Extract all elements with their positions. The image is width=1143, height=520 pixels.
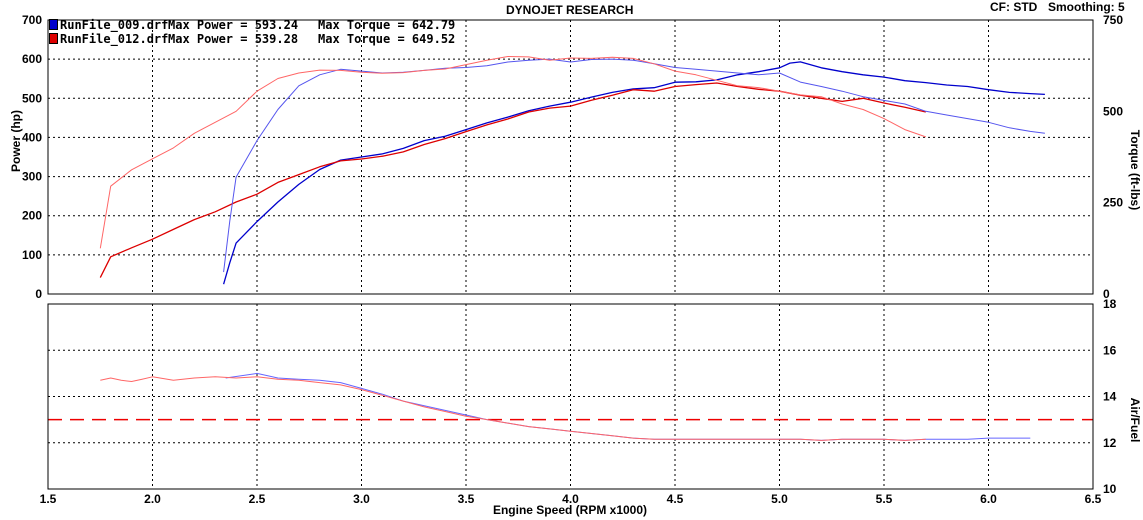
power-curve (222, 61, 1045, 285)
air-fuel-tick-label: 14 (1103, 390, 1117, 404)
air-fuel-curve (100, 376, 926, 441)
legend-run-012-power: Max Power = 539.28 (168, 32, 299, 46)
x-tick-label: 4.0 (562, 492, 579, 506)
torque-tick-label: 500 (1103, 104, 1123, 118)
x-tick-label: 3.5 (458, 492, 475, 506)
x-tick-label: 2.0 (144, 492, 161, 506)
power-tick-label: 0 (35, 287, 42, 301)
power-torque-plot-frame (47, 19, 1094, 295)
air-fuel-grid (48, 304, 1093, 489)
power-tick-label: 100 (22, 248, 42, 262)
x-tick-label: 6.5 (1085, 492, 1102, 506)
legend-swatch-run-009 (49, 19, 58, 30)
power-tick-label: 600 (22, 52, 42, 66)
power-axis-label: Power (hp) (9, 110, 23, 172)
x-tick-label: 3.0 (353, 492, 370, 506)
legend-run-012-torque: Max Torque = 649.52 (318, 32, 456, 46)
legend-run-012-name: RunFile_012.drf (60, 32, 169, 46)
legend-run-009-name: RunFile_009.drf (60, 18, 169, 32)
power-tick-label: 500 (22, 91, 42, 105)
x-tick-label: 5.0 (771, 492, 788, 506)
torque-tick-label: 250 (1103, 196, 1123, 210)
air-fuel-tick-label: 12 (1103, 436, 1117, 450)
chart-title: DYNOJET RESEARCH (506, 3, 634, 17)
x-tick-label: 6.0 (980, 492, 997, 506)
air-fuel-plot-frame (47, 303, 1094, 490)
legend-run-009-power: Max Power = 593.24 (168, 18, 299, 32)
legend-run-009-torque: Max Torque = 642.79 (318, 18, 456, 32)
power-tick-label: 400 (22, 130, 42, 144)
x-tick-label: 4.5 (667, 492, 684, 506)
air-fuel-tick-label: 16 (1103, 343, 1117, 357)
air-fuel-tick-label: 18 (1103, 297, 1117, 311)
legend-swatch-run-012 (49, 33, 58, 44)
power-curve (99, 82, 926, 278)
power-torque-grid (48, 20, 1093, 294)
air-fuel-tick-label: 10 (1103, 482, 1117, 496)
engine-speed-axis-label: Engine Speed (RPM x1000) (493, 503, 647, 517)
torque-axis-label: Torque (ft-lbs) (1128, 130, 1142, 210)
smoothing-label: Smoothing: 5 (1048, 0, 1125, 14)
x-tick-label: 2.5 (249, 492, 266, 506)
torque-curve (223, 58, 1045, 273)
torque-curve (99, 56, 926, 249)
power-torque-series (99, 56, 1045, 285)
air-fuel-axis-label: Air/Fuel (1128, 398, 1142, 443)
x-tick-label: 5.5 (876, 492, 893, 506)
torque-tick-label: 750 (1103, 13, 1123, 27)
power-tick-label: 300 (22, 170, 42, 184)
air-fuel-curve (225, 372, 1031, 441)
power-tick-label: 700 (22, 13, 42, 27)
air-fuel-series (100, 372, 1031, 441)
axis-ticks: 1.5 2.0 2.5 3.0 3.5 4.0 4.5 5.0 5.5 6.0 6.50100200… (22, 13, 1123, 506)
x-tick-label: 1.5 (40, 492, 57, 506)
cf-label: CF: STD (990, 0, 1038, 14)
torque-tick-label: 0 (1103, 287, 1110, 301)
power-tick-label: 200 (22, 209, 42, 223)
